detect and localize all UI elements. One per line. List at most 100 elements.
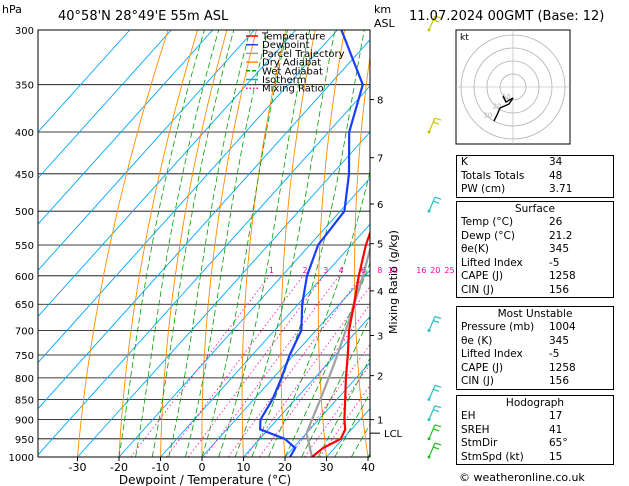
dry-adiabat-line — [118, 30, 198, 457]
isotherm-line — [38, 30, 255, 272]
dry-adiabat-line — [424, 30, 451, 457]
mu-label: θe (K) — [461, 334, 493, 347]
barb-flag — [434, 117, 442, 121]
surface-row: CIN (J) 156 — [457, 284, 613, 298]
barb-flag — [434, 384, 442, 388]
mixing-ratio-axis-label: Mixing Ratio (g/kg) — [387, 230, 400, 334]
surface-label: Lifted Index — [461, 256, 523, 269]
surface-box: Surface Temp (°C) 26 Dewp (°C) 21.2 θe(K) 3… — [456, 201, 614, 298]
mu-value: -5 — [549, 348, 560, 360]
barb-base — [427, 437, 431, 441]
hodo-row: EH 17 — [457, 410, 613, 424]
dewpoint-line — [258, 30, 364, 457]
height-tick-label: 2 — [377, 372, 383, 383]
mixing-ratio-labels: 1 2 3 4 6 8 10 16 20 25 — [269, 266, 455, 275]
datetime-title: 11.07.2024 00GMT (Base: 12) — [409, 9, 604, 24]
dry-adiabat-line — [201, 30, 257, 457]
height-axis: 1 2 3 4 5 6 7 8 LCL — [370, 96, 403, 440]
barb-flag — [434, 424, 442, 428]
hodo-label: SREH — [461, 423, 490, 436]
barb-flag — [434, 15, 442, 19]
surface-value: -5 — [549, 256, 560, 269]
height-tick-label: 8 — [377, 96, 383, 107]
mu-value: 345 — [549, 334, 570, 347]
pressure-tick-label: 800 — [15, 374, 34, 385]
hodograph-ring-label: 20 — [493, 102, 502, 110]
surface-label: Dewp (°C) — [461, 229, 515, 242]
mu-value: 156 — [549, 375, 570, 387]
mixing-ratio-label: 2 — [302, 266, 307, 275]
pressure-tick-label: 600 — [15, 272, 34, 283]
temp-tick-label: -20 — [110, 461, 128, 474]
barb-flag — [434, 442, 442, 446]
dry-adiabat-line — [241, 30, 287, 457]
surface-value: 156 — [549, 283, 570, 296]
most-unstable-box: Most Unstable Pressure (mb) 1004 θe (K) 34… — [456, 306, 614, 390]
surface-value: 1258 — [549, 270, 576, 282]
temp-tick-label: 40 — [361, 461, 375, 474]
surface-value: 21.2 — [549, 229, 573, 242]
legend-label: Mixing Ratio — [262, 84, 324, 95]
barb-staff — [428, 316, 436, 331]
wet-adiabat-line — [317, 357, 370, 457]
mixing-ratio-line — [166, 275, 304, 457]
barb-staff — [428, 196, 436, 212]
mixing-ratio-line — [204, 275, 340, 457]
height-unit-asl: ASL — [374, 17, 396, 30]
isotherm-line — [201, 269, 370, 457]
barb-flag — [432, 319, 440, 324]
wet-adiabat-line — [234, 30, 336, 457]
mixing-ratio-label: 25 — [444, 266, 454, 275]
surface-row: Dewp (°C) 21.2 — [457, 230, 613, 244]
barb-staff — [428, 405, 436, 420]
isotherm-line — [38, 30, 297, 318]
height-unit: km — [374, 3, 391, 16]
mu-value: 1258 — [549, 361, 576, 374]
pressure-tick-label: 400 — [15, 128, 34, 139]
barb-flag — [432, 446, 440, 450]
height-tick-label: 4 — [377, 287, 383, 298]
mu-label: Pressure (mb) — [461, 321, 535, 333]
wet-adiabat-line — [135, 30, 220, 457]
legend-label: Temperature — [261, 32, 325, 43]
index-label-pw: PW (cm) — [461, 183, 506, 195]
mixing-ratio-label: 10 — [388, 266, 398, 275]
mu-label: CIN (J) — [461, 375, 494, 387]
mu-row: Pressure (mb) 1004 — [457, 321, 613, 335]
height-tick-label: 1 — [377, 416, 383, 427]
mu-label: CAPE (J) — [461, 361, 504, 374]
index-row: K 34 — [457, 156, 613, 170]
parcel-trajectory-line — [305, 245, 370, 457]
wind-barb — [427, 424, 442, 441]
temp-tick-label: -10 — [152, 461, 170, 474]
most-unstable-title: Most Unstable — [497, 308, 573, 320]
mu-row: CAPE (J) 1258 — [457, 362, 613, 376]
dry-adiabat-line — [77, 30, 169, 457]
profiles — [258, 30, 370, 457]
index-value-pw: 3.71 — [549, 183, 573, 195]
indices-box: K 34 Totals Totals 48 PW (cm) 3.71 — [456, 155, 614, 198]
pressure-axis: 300 350 400 450 500 550 600 650 700 750 800 850 900 9… — [9, 26, 34, 464]
hodograph-table-title: Hodograph — [505, 397, 565, 409]
wet-adiabat-line — [334, 392, 370, 457]
wet-adiabat-line — [168, 30, 251, 457]
wind-barb — [427, 384, 442, 401]
temp-tick-label: -30 — [69, 461, 87, 474]
pressure-tick-label: 900 — [15, 416, 34, 427]
legend-label: Parcel Trajectory — [262, 49, 345, 60]
temp-tick-label: 20 — [278, 461, 292, 474]
barb-staff — [428, 15, 436, 31]
x-axis-label: Dewpoint / Temperature (°C) — [119, 473, 291, 486]
barb-flag — [432, 428, 440, 432]
hodograph-trace-upper — [502, 95, 514, 103]
mixing-ratio-label: 6 — [361, 266, 366, 275]
location-title: 40°58'N 28°49'E 55m ASL — [58, 9, 229, 24]
hodograph-ring-label: 30 — [483, 112, 492, 120]
surface-label: CIN (J) — [461, 283, 494, 296]
wet-adiabat-line — [251, 30, 365, 457]
mu-label: Lifted Index — [461, 348, 523, 360]
barb-flag — [434, 405, 442, 409]
mixing-ratio-line — [304, 363, 370, 457]
hodo-value: 17 — [549, 410, 563, 422]
